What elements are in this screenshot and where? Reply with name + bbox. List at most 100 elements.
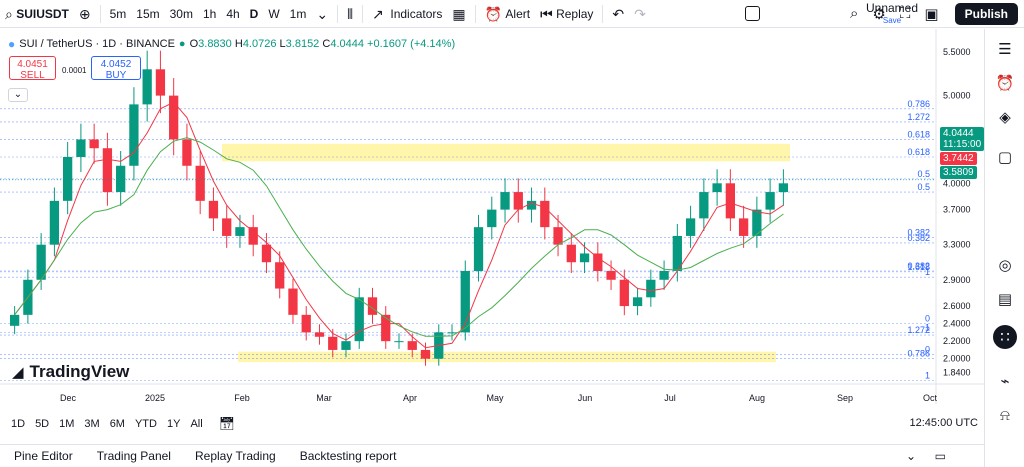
candle-body [208,200,219,219]
fib-level-label: 0.5 [917,182,930,192]
alert-button[interactable]: ⏰ Alert [484,5,531,22]
candle-body [553,227,563,245]
range-1d[interactable]: 1D [11,418,26,430]
range-ytd[interactable]: YTD [134,418,157,430]
fib-level-label: 0.618 [907,147,930,157]
layers-icon[interactable]: ◈ [999,109,1011,126]
candle-body [9,314,20,326]
price-scale-label: 1.8400 [943,368,971,378]
range-1m[interactable]: 1M [59,418,75,430]
fib-level-label: 1.272 [907,325,930,335]
candle-body [646,279,656,298]
tab-trading-panel[interactable]: Trading Panel [96,449,171,463]
price-scale-label: 2.2000 [943,336,971,346]
candle-body [500,192,510,210]
range-5d[interactable]: 5D [35,418,50,430]
alerts-clock-icon[interactable]: ⏰ [995,75,1015,92]
interval-1mo[interactable]: 1m [289,6,307,21]
symbol-search[interactable]: ⌕ SUIUSDT [5,5,69,22]
save-status: Save [882,16,902,25]
candle-body [765,192,775,210]
publish-button[interactable]: Publish [954,3,1018,25]
chat-icon[interactable]: ▢ [997,149,1013,166]
compare-button[interactable]: ⊕ [74,0,96,28]
candle-body [540,200,550,228]
spread-value: 0.0001 [62,66,87,75]
quick-search-icon[interactable]: ⌕ [850,5,859,22]
price-scale-label: 2.0000 [943,354,971,364]
fib-level-label: 0 [925,314,930,324]
range-1y[interactable]: 1Y [166,418,181,430]
camera-icon[interactable]: ▣ [924,6,939,23]
layout-name[interactable]: Unnamed Save [852,2,932,27]
interval-15m[interactable]: 15m [136,6,160,21]
candle-body [752,209,762,236]
candle-body [328,336,338,350]
broadcast-icon[interactable]: ⌁ [1000,373,1010,390]
divider [474,4,476,23]
ma-fast-tag: 3.7442 [940,152,977,165]
maximize-panel-icon[interactable]: ▭ [934,449,946,463]
tab-pine-editor[interactable]: Pine Editor [14,449,73,463]
bottom-panel-tabs: Pine Editor Trading Panel Replay Trading… [0,444,984,467]
candle-body [420,349,431,359]
clock[interactable]: 12:45:00 UTC [909,417,978,429]
interval-1w[interactable]: W [268,6,280,21]
candle-body [63,157,73,201]
time-axis-label: 2025 [145,393,165,403]
candle-body [169,95,179,140]
candle-body [712,183,722,193]
candles-icon: ⫴ [347,5,353,22]
fullscreen-icon[interactable]: ⛶ [899,5,911,22]
compass-icon[interactable]: ◎ [998,257,1012,274]
tab-backtesting-report[interactable]: Backtesting report [299,449,397,463]
collapse-legend-button[interactable]: ⌄ [8,88,28,102]
interval-1d[interactable]: D [249,6,259,21]
top-right-tools: ⌕ ⚙ ⛶ ▣ [850,5,939,23]
fib-level-label: 1 [925,267,930,277]
indicators-button[interactable]: ↗ Indicators [371,5,443,22]
interval-5m[interactable]: 5m [109,6,127,21]
collapse-panel-icon[interactable]: ⌄ [905,449,916,463]
templates-button[interactable]: ▦ [447,0,470,28]
time-axis-label: Dec [60,393,77,403]
chart-type-button[interactable]: ⫴ [342,0,358,28]
fib-level-label: 1.618 [907,262,930,272]
candle-body [672,235,682,271]
tab-replay-trading[interactable]: Replay Trading [194,449,276,463]
candle-body [195,165,205,201]
time-axis-label: Sep [837,393,853,403]
candle-body [261,244,272,263]
fib-level-label: 0.5 [917,169,930,179]
interval-1h[interactable]: 1h [202,6,217,21]
time-axis-label: Jun [578,393,593,403]
calendar-icon[interactable]: ▤ [997,291,1013,308]
range-6m[interactable]: 6M [109,418,125,430]
layout-checkbox[interactable] [745,6,760,21]
price-scale-label: 3.7000 [943,205,971,215]
tv-logo-icon: ◢ [12,364,24,381]
interval-dropdown[interactable]: ⌄ [311,0,333,28]
fib-level-label: 1 [925,371,930,381]
sell-button[interactable]: 4.0451 SELL [9,56,56,81]
candle-body [182,139,192,166]
settings-gear-icon[interactable]: ⚙ [872,6,886,23]
candle-body [36,244,46,280]
apps-grid-icon[interactable]: ∷ [993,325,1017,349]
range-3m[interactable]: 3M [84,418,100,430]
candle-body [354,297,364,342]
buy-button[interactable]: 4.0452 BUY [91,56,141,81]
redo-button[interactable]: ↷ [629,0,651,28]
interval-4h[interactable]: 4h [226,6,240,21]
watchlist-icon[interactable]: ☰ [998,41,1012,58]
notifications-bell-icon[interactable]: ⍾ [1000,406,1010,424]
candle-body [248,227,258,245]
candle-body [460,271,470,333]
replay-button[interactable]: ⏮ Replay [540,5,594,22]
date-range-icon[interactable]: 📅︎ [218,416,236,431]
undo-button[interactable]: ↶ [607,0,629,28]
interval-30m[interactable]: 30m [169,6,193,21]
range-all[interactable]: All [190,418,203,430]
price-chart[interactable]: 5.50005.00004.50004.00003.70003.30002.90… [0,29,984,437]
candle-body [526,200,537,210]
